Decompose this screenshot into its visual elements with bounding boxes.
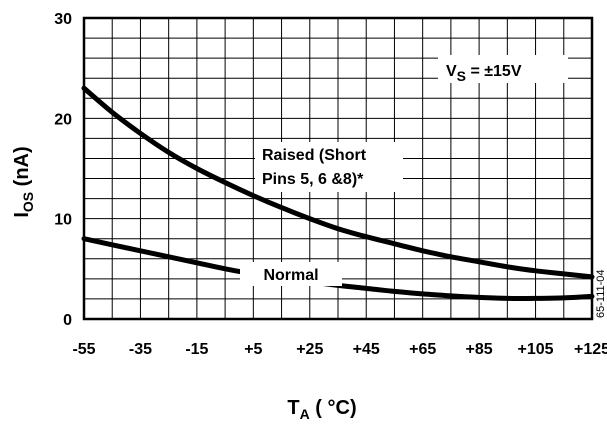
raised-curve [81,85,595,280]
x-tick-label: +25 [296,341,323,358]
y-tick-label: 20 [54,111,72,128]
y-axis-label-rest: (nA) [11,146,33,192]
x-tick-label: +125 [574,341,607,358]
x-tick-label: -15 [185,341,208,358]
annotations: VS = ±15V Raised (Short Pins 5, 6 &8)* Norm… [240,55,568,286]
vs-label-rest: = ±15V [466,63,522,80]
y-tick-label: 30 [54,11,72,28]
x-axis-label-main: T [287,397,299,419]
x-tick-labels: -55 -35 -15 +5 +25 +45 +65 +85 +105 +125 [72,341,607,358]
normal-label: Normal [263,267,318,284]
vs-label-sub: S [457,68,466,84]
vs-label-main: V [446,63,457,80]
y-axis-label-main: I [11,212,33,218]
x-tick-label: +105 [518,341,554,358]
plot-frame [82,16,594,321]
x-tick-label: -55 [72,341,95,358]
x-axis-label-rest: ( °C) [310,397,357,419]
x-tick-label: -35 [129,341,152,358]
y-tick-label: 10 [54,212,72,229]
normal-label-background [240,262,342,286]
x-tick-label: +45 [353,341,380,358]
raised-label-background [255,142,403,192]
raised-label-line2: Pins 5, 6 &8)* [262,171,364,188]
y-tick-labels: 0 10 20 30 [54,11,72,329]
y-axis-label-sub: OS [20,192,36,212]
x-tick-label: +85 [466,341,493,358]
x-tick-label: +5 [244,341,262,358]
x-axis-label-sub: A [300,406,310,422]
y-axis-label: IOS (nA) [11,146,36,217]
y-tick-label: 0 [63,312,72,329]
x-tick-label: +65 [409,341,436,358]
x-axis-label: TA ( °C) [287,397,356,422]
figure-id: 65-111-04 [595,269,607,318]
vs-label-background [438,55,568,83]
raised-label-line1: Raised (Short [262,147,367,164]
vs-label: VS = ±15V [446,63,522,84]
